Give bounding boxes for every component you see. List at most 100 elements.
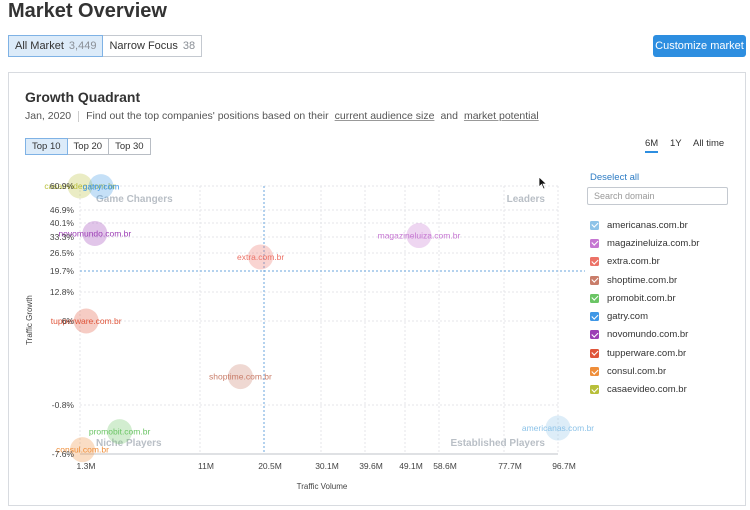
legend-label: consul.com.br (607, 366, 667, 378)
bubble-point[interactable] (107, 419, 133, 445)
period-all-time-tab[interactable]: All time (693, 138, 725, 149)
point-label: extra.com.br (237, 252, 284, 262)
top-30-button[interactable]: Top 30 (109, 138, 151, 155)
legend-item[interactable]: tupperware.com.br (590, 344, 699, 362)
x-tick-label: 1.3M (77, 461, 96, 471)
point-label: shoptime.com.br (209, 372, 272, 382)
search-domain-input[interactable] (587, 187, 728, 205)
page-title: Market Overview (8, 0, 167, 22)
quadrant-label-niche-players: Niche Players (96, 438, 162, 449)
x-tick-label: 20.5M (258, 461, 282, 471)
bubble-point[interactable] (227, 364, 253, 390)
checkbox-icon[interactable] (590, 348, 599, 358)
legend-label: casaevideo.com.br (607, 384, 687, 396)
legend-item[interactable]: magazineluiza.com.br (590, 234, 699, 252)
legend-label: promobit.com.br (607, 292, 676, 304)
point-label: novomundo.com.br (58, 229, 131, 239)
bubble-point[interactable] (69, 437, 95, 463)
legend-label: gatry.com (607, 311, 649, 323)
period-6m-tab[interactable]: 6M (645, 138, 659, 153)
current-audience-size-link[interactable]: current audience size (334, 110, 435, 122)
legend-label: novomundo.com.br (607, 329, 689, 341)
growth-quadrant-card (8, 72, 746, 506)
top-20-button[interactable]: Top 20 (67, 138, 110, 155)
point-label: casaevideo.com.br (44, 181, 116, 191)
checkbox-icon[interactable] (590, 257, 599, 267)
quadrant-label-game-changers: Game Changers (96, 194, 173, 205)
legend-label: shoptime.com.br (607, 274, 678, 286)
quadrant-label-established-players: Established Players (451, 438, 546, 449)
legend-label: extra.com.br (607, 256, 660, 268)
y-tick-label: 60.9% (50, 181, 75, 191)
point-label: consul.com.br (56, 445, 109, 455)
all-market-count: 3,449 (68, 40, 97, 52)
bubble-point[interactable] (73, 308, 99, 334)
legend-label: americanas.com.br (607, 219, 688, 231)
legend-item[interactable]: gatry.com (590, 307, 699, 325)
chart-title: Growth Quadrant (25, 89, 141, 105)
x-axis-label: Traffic Volume (297, 482, 348, 491)
all-market-tab[interactable]: All Market 3,449 (8, 35, 104, 57)
point-label: magazineluiza.com.br (378, 231, 461, 241)
x-tick-label: 58.6M (433, 461, 457, 471)
legend-item[interactable]: novomundo.com.br (590, 326, 699, 344)
x-tick-label: 30.1M (315, 461, 339, 471)
legend-item[interactable]: shoptime.com.br (590, 271, 699, 289)
x-tick-label: 96.7M (552, 461, 576, 471)
y-tick-label: 46.9% (50, 205, 75, 215)
y-tick-label: -0.8% (52, 400, 75, 410)
x-tick-label: 77.7M (498, 461, 522, 471)
y-tick-label: 40.1% (50, 218, 75, 228)
checkbox-icon[interactable] (590, 293, 599, 303)
chart-description: Jan, 2020 Find out the top companies' po… (25, 110, 539, 122)
mouse-cursor-icon (538, 176, 548, 190)
domain-legend: americanas.com.br magazineluiza.com.br ext… (590, 216, 699, 399)
checkbox-icon[interactable] (590, 275, 599, 285)
y-tick-label: 19.7% (50, 266, 75, 276)
divider (78, 110, 80, 122)
period-1y-tab[interactable]: 1Y (670, 138, 682, 149)
top-10-button[interactable]: Top 10 (25, 138, 68, 155)
bubble-point[interactable] (82, 221, 108, 246)
legend-item[interactable]: extra.com.br (590, 253, 699, 271)
checkbox-icon[interactable] (590, 330, 599, 340)
deselect-all-link[interactable]: Deselect all (590, 172, 640, 183)
top-count-toggle: Top 10 Top 20 Top 30 (25, 138, 151, 155)
customize-market-button[interactable]: Customize market (653, 35, 746, 57)
all-market-label: All Market (15, 40, 64, 52)
y-tick-label: -7.6% (52, 449, 75, 459)
checkbox-icon[interactable] (590, 238, 599, 248)
market-potential-link[interactable]: market potential (463, 110, 539, 122)
legend-label: magazineluiza.com.br (607, 237, 700, 249)
y-tick-label: 26.5% (50, 248, 75, 258)
bubble-point[interactable] (88, 174, 114, 200)
legend-item[interactable]: casaevideo.com.br (590, 381, 699, 399)
description-and: and (440, 110, 458, 122)
checkbox-icon[interactable] (590, 312, 599, 322)
narrow-focus-count: 38 (182, 40, 196, 52)
x-tick-label: 11M (198, 461, 214, 471)
bubble-point[interactable] (545, 415, 571, 441)
narrow-focus-tab[interactable]: Narrow Focus 38 (103, 35, 203, 57)
legend-item[interactable]: promobit.com.br (590, 289, 699, 307)
narrow-focus-label: Narrow Focus (109, 40, 178, 52)
bubble-point[interactable] (248, 244, 274, 270)
y-tick-label: 33.3% (50, 232, 75, 242)
x-tick-label: 49.1M (399, 461, 423, 471)
point-label: tupperware.com.br (51, 316, 122, 326)
legend-label: tupperware.com.br (607, 347, 687, 359)
bubble-point[interactable] (67, 173, 93, 199)
y-axis-label: Traffic Growth (25, 295, 34, 345)
point-label: gatry.com (83, 182, 120, 192)
point-label: americanas.com.br (522, 423, 594, 433)
checkbox-icon[interactable] (590, 367, 599, 377)
legend-item[interactable]: americanas.com.br (590, 216, 699, 234)
quadrant-label-leaders: Leaders (507, 194, 546, 205)
x-tick-label: 39.6M (359, 461, 383, 471)
bubble-point[interactable] (406, 223, 432, 249)
checkbox-icon[interactable] (590, 220, 599, 230)
y-tick-label: 12.8% (50, 287, 75, 297)
legend-item[interactable]: consul.com.br (590, 362, 699, 380)
checkbox-icon[interactable] (590, 385, 599, 395)
report-date: Jan, 2020 (25, 110, 72, 122)
